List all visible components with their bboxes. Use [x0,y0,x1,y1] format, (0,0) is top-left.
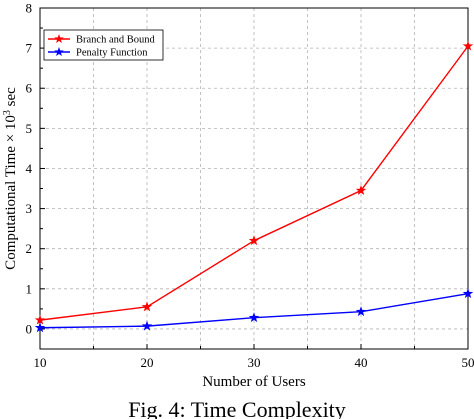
y-tick-label: 4 [26,161,33,176]
legend-marker [54,34,64,44]
y-tick-label: 2 [26,241,33,256]
data-point [355,185,367,195]
legend-label-1: Branch and Bound [76,35,155,46]
x-axis: 10 20 30 40 50 [34,344,474,370]
data-point [248,235,260,246]
data-point [355,306,367,317]
data-point [462,40,474,51]
y-axis-title-unit: sec [3,87,19,110]
data-point [248,312,260,323]
x-tick-label: 40 [355,355,368,370]
y-tick-label: 0 [26,321,33,336]
y-axis-title-exponent: 3 [2,110,13,115]
data-point [34,322,46,333]
x-tick-label: 50 [462,355,474,370]
y-axis: 0 1 2 3 4 5 6 7 8 [26,1,45,336]
x-axis-title: Number of Users [202,374,305,390]
series-layer [34,40,474,333]
data-point [462,288,474,299]
y-tick-label: 6 [26,81,33,96]
y-tick-label: 1 [26,281,33,296]
data-point [141,320,153,331]
y-tick-label: 7 [26,41,33,56]
legend-marker [54,47,64,57]
figure-caption: Fig. 4: Time Complexity [128,397,346,419]
grid-lines [40,7,468,349]
x-tick-label: 30 [248,355,261,370]
legend: Branch and Bound Penalty Function [43,29,164,61]
legend-label-2: Penalty Function [76,48,148,59]
y-tick-label: 8 [26,1,33,16]
x-tick-label: 20 [141,355,154,370]
y-tick-label: 5 [26,121,33,136]
y-axis-title: Computational Time × 103 sec [2,87,20,270]
y-axis-title-main: Computational Time × 10 [3,115,19,270]
data-point [34,314,46,325]
data-point [141,301,153,312]
x-tick-label: 10 [34,355,47,370]
legend-box [43,29,164,61]
y-tick-label: 3 [26,201,33,216]
